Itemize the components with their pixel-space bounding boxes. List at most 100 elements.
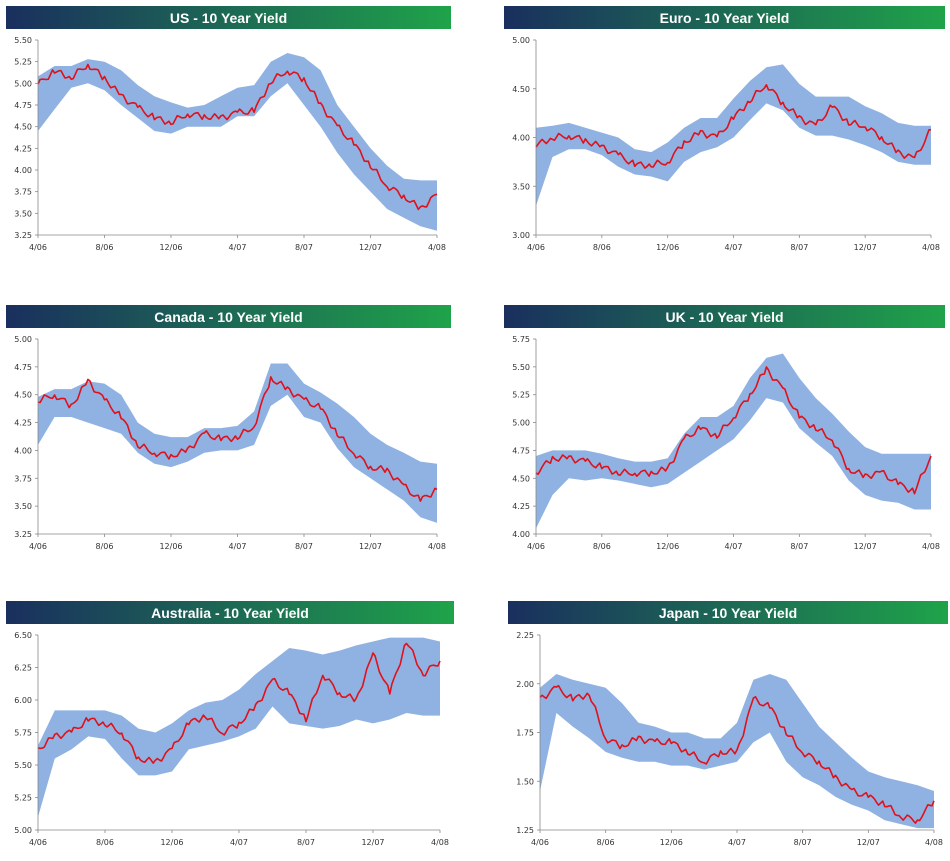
chart-plot: 5.00 4.75 4.50 4.25 4.00 3.75 3.50 3.25 4/06 8/06… [14, 335, 446, 551]
x-tick-label: 12/07 [854, 243, 877, 252]
x-tick-label: 8/06 [96, 542, 114, 551]
yield-line [535, 83, 932, 169]
x-tick-label: 4/06 [531, 838, 549, 847]
x-tick-label: 8/07 [794, 838, 812, 847]
x-tick-label: 12/06 [656, 542, 679, 551]
x-tick-label: 4/07 [230, 838, 248, 847]
x-tick-label: 12/07 [361, 838, 384, 847]
y-tick-label: 5.25 [14, 794, 32, 803]
chart-title: Australia - 10 Year Yield [6, 601, 454, 624]
yield-line [37, 63, 438, 211]
x-tick-label: 8/06 [96, 243, 114, 252]
chart-plot: 6.50 6.25 6.00 5.75 5.50 5.25 5.00 4/06 8/06 12/0… [14, 631, 449, 847]
yield-line [37, 376, 438, 502]
x-tick-label: 12/06 [656, 243, 679, 252]
y-tick-label: 3.50 [14, 209, 32, 218]
yield-line [539, 684, 935, 824]
y-tick-label: 4.00 [14, 166, 32, 175]
x-tick-label: 12/07 [359, 243, 382, 252]
x-tick-label: 4/07 [229, 243, 247, 252]
y-tick-label: 5.50 [512, 363, 530, 372]
chart-plot: 2.25 2.00 1.75 1.50 1.25 4/06 8/06 12/06 4/07 8/0… [516, 631, 943, 847]
yield-line [37, 642, 441, 764]
y-tick-label: 4.50 [512, 474, 530, 483]
chart-panel: UK - 10 Year Yield 5.75 5.50 5.25 5.00 4.75 4.… [504, 305, 945, 556]
x-tick-label: 4/07 [725, 542, 743, 551]
y-tick-label: 5.75 [14, 729, 32, 738]
y-tick-label: 5.25 [14, 58, 32, 67]
x-tick-label: 4/08 [428, 243, 446, 252]
y-tick-label: 3.75 [14, 474, 32, 483]
y-tick-label: 4.00 [512, 530, 530, 539]
x-tick-label: 4/06 [29, 243, 47, 252]
x-tick-label: 4/07 [725, 243, 743, 252]
y-tick-label: 5.00 [14, 79, 32, 88]
chart-title: Canada - 10 Year Yield [6, 305, 451, 328]
x-tick-label: 8/06 [96, 838, 114, 847]
y-tick-label: 4.25 [512, 502, 530, 511]
y-tick-label: 2.25 [516, 631, 534, 640]
x-tick-label: 12/06 [160, 838, 183, 847]
x-tick-label: 12/07 [359, 542, 382, 551]
yield-line [535, 366, 932, 495]
chart-panel: Japan - 10 Year Yield 2.25 2.00 1.75 1.50 1.2… [508, 601, 948, 852]
x-tick-label: 12/06 [159, 542, 182, 551]
x-tick-label: 4/08 [431, 838, 449, 847]
x-tick-label: 4/08 [428, 542, 446, 551]
x-tick-label: 8/06 [597, 838, 615, 847]
x-tick-label: 4/06 [29, 838, 47, 847]
y-tick-label: 5.50 [14, 36, 32, 45]
y-tick-label: 4.25 [14, 144, 32, 153]
y-tick-label: 4.75 [14, 363, 32, 372]
x-tick-label: 4/08 [922, 542, 940, 551]
y-tick-label: 5.50 [14, 761, 32, 770]
x-tick-label: 12/07 [857, 838, 880, 847]
y-tick-label: 5.00 [14, 826, 32, 835]
y-tick-label: 3.75 [14, 188, 32, 197]
y-tick-label: 5.00 [512, 36, 530, 45]
x-tick-label: 4/06 [527, 542, 545, 551]
y-tick-label: 6.25 [14, 664, 32, 673]
y-tick-label: 5.25 [512, 391, 530, 400]
chart-plot: 5.00 4.50 4.00 3.50 3.00 4/06 8/06 12/06 4/07 8/0… [512, 36, 940, 252]
x-tick-label: 4/08 [925, 838, 943, 847]
y-tick-label: 4.50 [14, 391, 32, 400]
y-tick-label: 6.00 [14, 696, 32, 705]
x-tick-label: 8/06 [593, 243, 611, 252]
yield-range-band [38, 53, 437, 231]
chart-panel: Canada - 10 Year Yield 5.00 4.75 4.50 4.25 4.… [6, 305, 451, 556]
yield-range-band [38, 363, 437, 523]
x-tick-label: 8/07 [295, 243, 313, 252]
y-tick-label: 3.00 [512, 231, 530, 240]
yield-range-band [536, 64, 931, 206]
y-tick-label: 3.50 [14, 502, 32, 511]
y-tick-label: 6.50 [14, 631, 32, 640]
y-tick-label: 3.50 [512, 182, 530, 191]
x-tick-label: 8/07 [295, 542, 313, 551]
x-tick-label: 4/08 [922, 243, 940, 252]
y-tick-label: 4.75 [512, 446, 530, 455]
chart-title: Euro - 10 Year Yield [504, 6, 945, 29]
x-tick-label: 8/07 [297, 838, 315, 847]
y-tick-label: 1.75 [516, 729, 534, 738]
yield-range-band [38, 637, 440, 817]
chart-title: US - 10 Year Yield [6, 6, 451, 29]
x-tick-label: 4/07 [728, 838, 746, 847]
y-tick-label: 4.50 [14, 123, 32, 132]
chart-panel: Euro - 10 Year Yield 5.00 4.50 4.00 3.50 3.00… [504, 6, 945, 257]
x-tick-label: 8/07 [790, 243, 808, 252]
y-tick-label: 4.75 [14, 101, 32, 110]
y-tick-label: 4.50 [512, 85, 530, 94]
chart-title: UK - 10 Year Yield [504, 305, 945, 328]
chart-plot: 5.50 5.25 5.00 4.75 4.50 4.25 4.00 3.75 3.50 3.25… [14, 36, 446, 252]
y-tick-label: 5.00 [14, 335, 32, 344]
x-tick-label: 12/07 [854, 542, 877, 551]
x-tick-label: 4/06 [527, 243, 545, 252]
chart-title: Japan - 10 Year Yield [508, 601, 948, 624]
chart-plot: 5.75 5.50 5.25 5.00 4.75 4.50 4.25 4.00 4/06 8/06… [512, 335, 940, 551]
x-tick-label: 12/06 [159, 243, 182, 252]
y-tick-label: 4.00 [512, 134, 530, 143]
y-tick-label: 3.25 [14, 231, 32, 240]
x-tick-label: 4/07 [229, 542, 247, 551]
x-tick-label: 8/07 [790, 542, 808, 551]
